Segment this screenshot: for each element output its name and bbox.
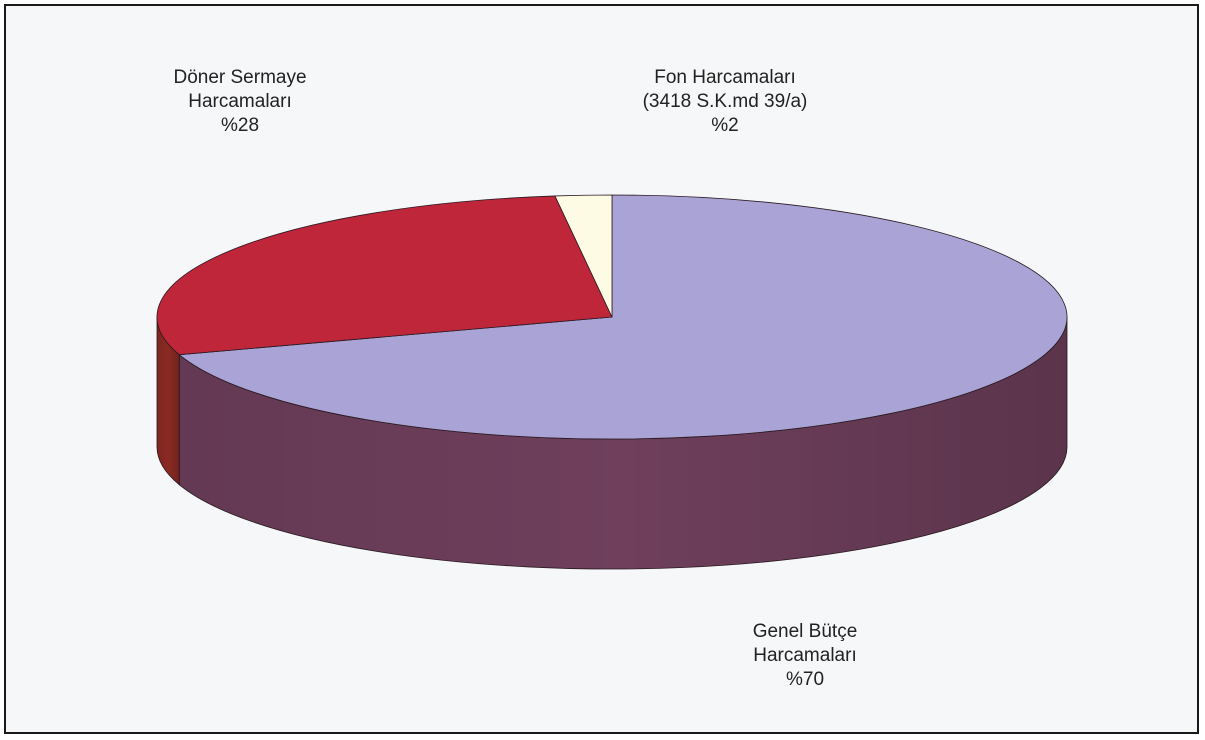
pie-slice-doner	[156, 195, 613, 356]
pie-slice-fon	[554, 194, 613, 318]
label-doner-line2: Harcamaları	[188, 91, 292, 112]
label-doner-percent: %28	[220, 115, 260, 136]
label-genel-percent: %70	[785, 669, 825, 690]
label-fon-line2: (3418 S.K.md 39/a)	[642, 91, 808, 112]
pie-slice-genel	[178, 194, 1068, 440]
label-doner-sermaye: Döner Sermaye Harcamaları %28	[170, 66, 310, 138]
label-doner-line1: Döner Sermaye	[173, 67, 307, 88]
label-fon: Fon Harcamaları (3418 S.K.md 39/a) %2	[610, 66, 840, 138]
label-fon-percent: %2	[711, 115, 739, 136]
label-fon-line1: Fon Harcamaları	[654, 67, 796, 88]
label-genel-line2: Harcamaları	[753, 645, 857, 666]
pie-side-shade-doner	[157, 317, 180, 485]
label-genel-butce: Genel Bütçe Harcamaları %70	[735, 620, 875, 692]
pie-side-shade-genel	[179, 317, 1067, 569]
label-genel-line1: Genel Bütçe	[752, 621, 858, 642]
